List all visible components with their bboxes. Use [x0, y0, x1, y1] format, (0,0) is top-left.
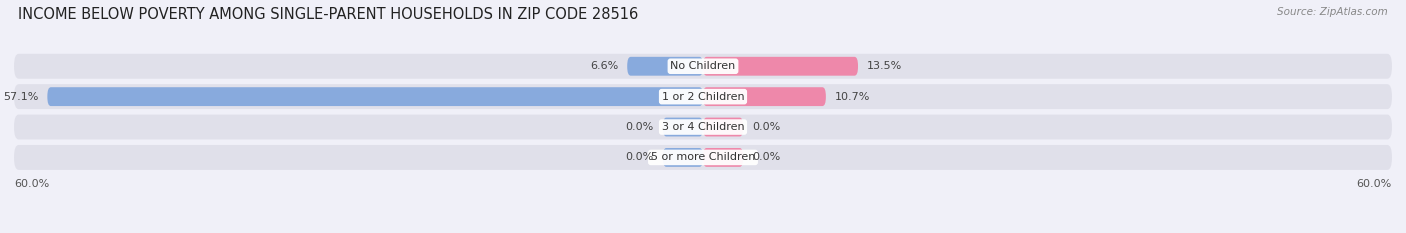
Text: 10.7%: 10.7% — [835, 92, 870, 102]
FancyBboxPatch shape — [662, 118, 703, 137]
Text: 0.0%: 0.0% — [752, 152, 780, 162]
Text: 13.5%: 13.5% — [868, 61, 903, 71]
FancyBboxPatch shape — [703, 148, 744, 167]
FancyBboxPatch shape — [662, 148, 703, 167]
Text: 57.1%: 57.1% — [3, 92, 38, 102]
Text: Source: ZipAtlas.com: Source: ZipAtlas.com — [1277, 7, 1388, 17]
Text: 3 or 4 Children: 3 or 4 Children — [662, 122, 744, 132]
Text: 60.0%: 60.0% — [14, 179, 49, 189]
Text: 0.0%: 0.0% — [626, 122, 654, 132]
Text: 0.0%: 0.0% — [626, 152, 654, 162]
FancyBboxPatch shape — [14, 145, 1392, 170]
FancyBboxPatch shape — [703, 57, 858, 76]
Text: No Children: No Children — [671, 61, 735, 71]
FancyBboxPatch shape — [627, 57, 703, 76]
Text: 5 or more Children: 5 or more Children — [651, 152, 755, 162]
FancyBboxPatch shape — [14, 84, 1392, 109]
Text: INCOME BELOW POVERTY AMONG SINGLE-PARENT HOUSEHOLDS IN ZIP CODE 28516: INCOME BELOW POVERTY AMONG SINGLE-PARENT… — [18, 7, 638, 22]
Text: 6.6%: 6.6% — [589, 61, 619, 71]
Text: 0.0%: 0.0% — [752, 122, 780, 132]
FancyBboxPatch shape — [48, 87, 703, 106]
FancyBboxPatch shape — [14, 115, 1392, 140]
FancyBboxPatch shape — [14, 54, 1392, 79]
Text: 60.0%: 60.0% — [1357, 179, 1392, 189]
Text: 1 or 2 Children: 1 or 2 Children — [662, 92, 744, 102]
FancyBboxPatch shape — [703, 118, 744, 137]
FancyBboxPatch shape — [703, 87, 825, 106]
Legend: Single Father, Single Mother: Single Father, Single Mother — [605, 230, 801, 233]
